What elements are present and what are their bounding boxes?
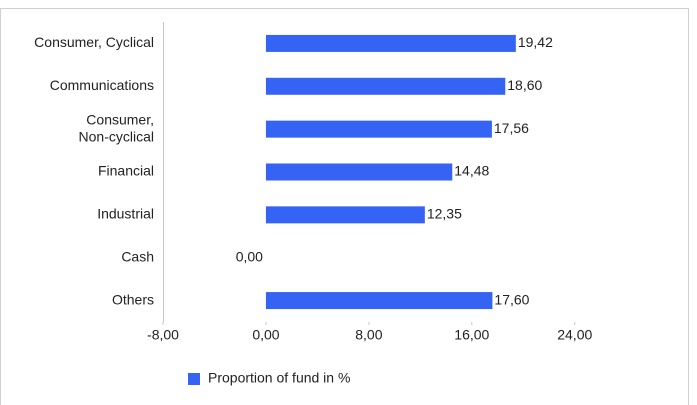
chart-frame xyxy=(0,8,689,405)
x-tick-label: 0,00 xyxy=(252,327,279,343)
y-tick-label: Consumer, Cyclical xyxy=(34,34,154,50)
legend-label: Proportion of fund in % xyxy=(208,370,350,386)
x-tick-label: -8,00 xyxy=(147,327,179,343)
legend-swatch xyxy=(188,373,200,385)
value-label: 17,60 xyxy=(494,291,529,307)
value-label: 12,35 xyxy=(427,206,462,222)
bar xyxy=(265,120,492,138)
bar xyxy=(265,163,453,181)
y-tick-label: Industrial xyxy=(97,206,154,222)
y-tick-label: Consumer, Non-cyclical xyxy=(79,111,154,144)
x-tick-label: 8,00 xyxy=(355,327,382,343)
y-tick-label: Cash xyxy=(121,248,154,264)
value-label: 0,00 xyxy=(236,248,263,264)
value-label: 17,56 xyxy=(494,120,529,136)
value-label: 14,48 xyxy=(454,163,489,179)
value-label: 19,42 xyxy=(518,34,553,50)
bar xyxy=(265,34,516,52)
bar xyxy=(265,292,493,310)
value-label: 18,60 xyxy=(507,77,542,93)
x-tick-label: 16,00 xyxy=(454,327,489,343)
y-tick-label: Others xyxy=(112,291,154,307)
y-tick-label: Financial xyxy=(98,163,154,179)
x-tick-label: 24,00 xyxy=(557,327,592,343)
y-tick-label: Communications xyxy=(50,77,154,93)
bar xyxy=(265,206,425,224)
bar xyxy=(265,77,506,95)
